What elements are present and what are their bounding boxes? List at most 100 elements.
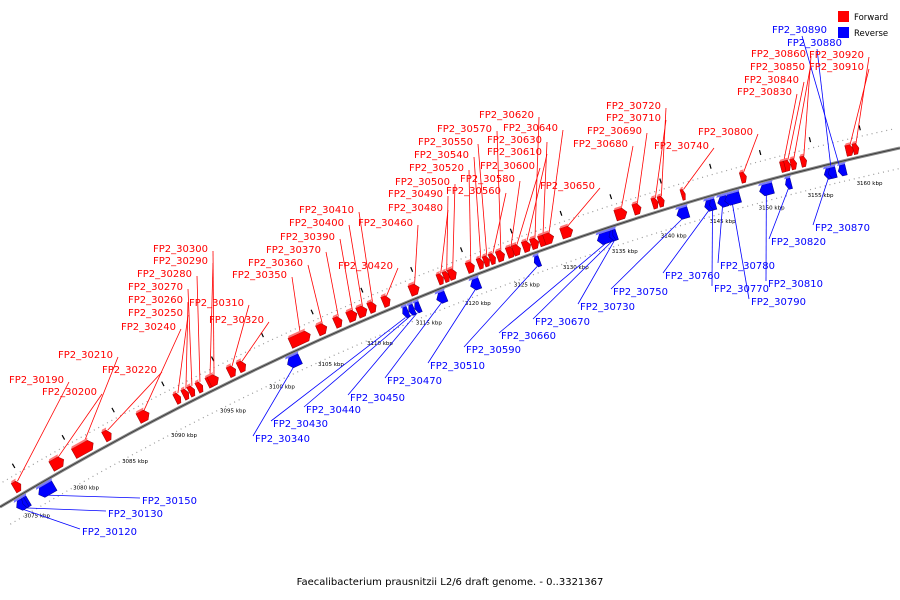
label-fp2-30550: FP2_30550	[418, 137, 473, 148]
leader-line	[548, 129, 564, 234]
leader-line	[358, 211, 373, 302]
gene-fp2-30450	[412, 298, 423, 314]
gene-fp2-30420	[380, 293, 391, 308]
gene-fp2-30310	[225, 363, 236, 379]
label-fp2-30830: FP2_30830	[737, 87, 792, 98]
gene-fp2-30550	[481, 253, 490, 268]
leader-line	[463, 266, 538, 348]
legend-label: Reverse	[854, 29, 888, 39]
tick-label: 3085 kbp	[122, 459, 148, 465]
tick-mark	[111, 407, 115, 413]
leader-line	[516, 167, 541, 245]
label-fp2-30490: FP2_30490	[388, 189, 443, 200]
gene-fp2-30440	[406, 301, 417, 316]
gene-fp2-30620	[529, 235, 540, 251]
leader-line	[384, 302, 442, 379]
label-fp2-30570: FP2_30570	[437, 124, 492, 135]
tick-label: 3140 kbp	[661, 233, 687, 239]
label-fp2-30860: FP2_30860	[751, 49, 806, 60]
gene-fp2-30910	[844, 142, 855, 157]
gene-fp2-30360	[315, 320, 328, 337]
tick-mark	[161, 381, 165, 387]
legend-item-forward: Forward	[838, 11, 888, 23]
tick-label: 3105 kbp	[318, 362, 344, 368]
label-fp2-30880: FP2_30880	[787, 38, 842, 49]
leader-line	[107, 371, 163, 431]
legend-swatch	[838, 27, 849, 38]
gene-fp2-30150	[35, 478, 58, 498]
leader-line	[177, 314, 189, 394]
gene-fp2-30270	[186, 383, 196, 398]
tick-marks: 3075 kbp 3080 kbp 3085 kbp 3090 kbp 3095 kbp…	[11, 125, 883, 520]
leader-line	[185, 301, 189, 389]
leader-line	[787, 81, 805, 161]
tick-mark	[11, 463, 16, 469]
leader-line	[22, 508, 81, 530]
label-fp2-30630: FP2_30630	[487, 135, 542, 146]
tick-mark	[758, 149, 762, 156]
label-fp2-30290: FP2_30290	[153, 256, 208, 267]
label-fp2-30640: FP2_30640	[503, 123, 558, 134]
tick-mark	[609, 194, 613, 200]
leader-line	[510, 180, 521, 247]
label-fp2-30790: FP2_30790	[751, 297, 806, 308]
label-fp2-30810: FP2_30810	[768, 279, 823, 290]
gene-fp2-30260	[180, 386, 190, 401]
gene-fp2-30800	[738, 169, 747, 184]
gene-fp2-30210	[70, 437, 94, 459]
legend-item-reverse: Reverse	[838, 27, 888, 39]
label-fp2-30200: FP2_30200	[42, 387, 97, 398]
label-fp2-30680: FP2_30680	[573, 139, 628, 150]
gene-fp2-30220	[101, 427, 112, 443]
label-fp2-30340: FP2_30340	[255, 434, 310, 445]
label-fp2-30610: FP2_30610	[487, 147, 542, 158]
tick-mark	[410, 266, 414, 272]
gene-features	[10, 140, 860, 511]
label-fp2-30410: FP2_30410	[299, 205, 354, 216]
dotted-track-forward	[9, 167, 900, 525]
leader-line	[291, 276, 301, 334]
label-fp2-30910: FP2_30910	[809, 62, 864, 73]
tick-label: 3090 kbp	[171, 433, 197, 439]
label-fp2-30770: FP2_30770	[714, 284, 769, 295]
leader-line	[347, 312, 418, 396]
leader-line	[446, 195, 449, 272]
gene-fp2-30480	[435, 271, 444, 286]
leader-line	[303, 314, 412, 408]
leader-line	[196, 275, 201, 382]
gene-fp2-30720	[656, 193, 665, 208]
leader-line	[270, 317, 406, 422]
label-fp2-30150: FP2_30150	[142, 496, 197, 507]
tick-mark	[858, 125, 861, 131]
label-fp2-30320: FP2_30320	[209, 315, 264, 326]
tick-label: 3120 kbp	[465, 301, 491, 307]
leader-line	[339, 238, 353, 311]
label-fp2-30190: FP2_30190	[9, 375, 64, 386]
label-fp2-30450: FP2_30450	[350, 393, 405, 404]
label-fp2-30120: FP2_30120	[82, 527, 137, 538]
label-fp2-30280: FP2_30280	[137, 269, 192, 280]
label-fp2-30430: FP2_30430	[273, 419, 328, 430]
gene-fp2-30280	[194, 379, 204, 394]
tick-label: 3145 kbp	[710, 219, 736, 225]
leader-line	[620, 145, 634, 209]
leader-line	[717, 206, 723, 264]
gene-fp2-30320	[235, 358, 246, 374]
tick-mark	[709, 163, 712, 169]
label-fp2-30130: FP2_30130	[108, 509, 163, 520]
leader-line	[386, 267, 399, 297]
tick-mark	[310, 309, 314, 315]
leader-line	[793, 68, 811, 159]
label-fp2-30690: FP2_30690	[587, 126, 642, 137]
label-fp2-30740: FP2_30740	[654, 141, 709, 152]
label-fp2-30800: FP2_30800	[698, 127, 753, 138]
tick-mark	[659, 178, 662, 184]
label-fp2-30260: FP2_30260	[128, 295, 183, 306]
leader-line	[24, 507, 107, 512]
tick-label: 3155 kbp	[808, 193, 834, 199]
label-fp2-30650: FP2_30650	[540, 181, 595, 192]
label-fp2-30620: FP2_30620	[479, 110, 534, 121]
label-leader-lines	[17, 35, 870, 530]
label-fp2-30300: FP2_30300	[153, 244, 208, 255]
label-fp2-30370: FP2_30370	[266, 245, 321, 256]
